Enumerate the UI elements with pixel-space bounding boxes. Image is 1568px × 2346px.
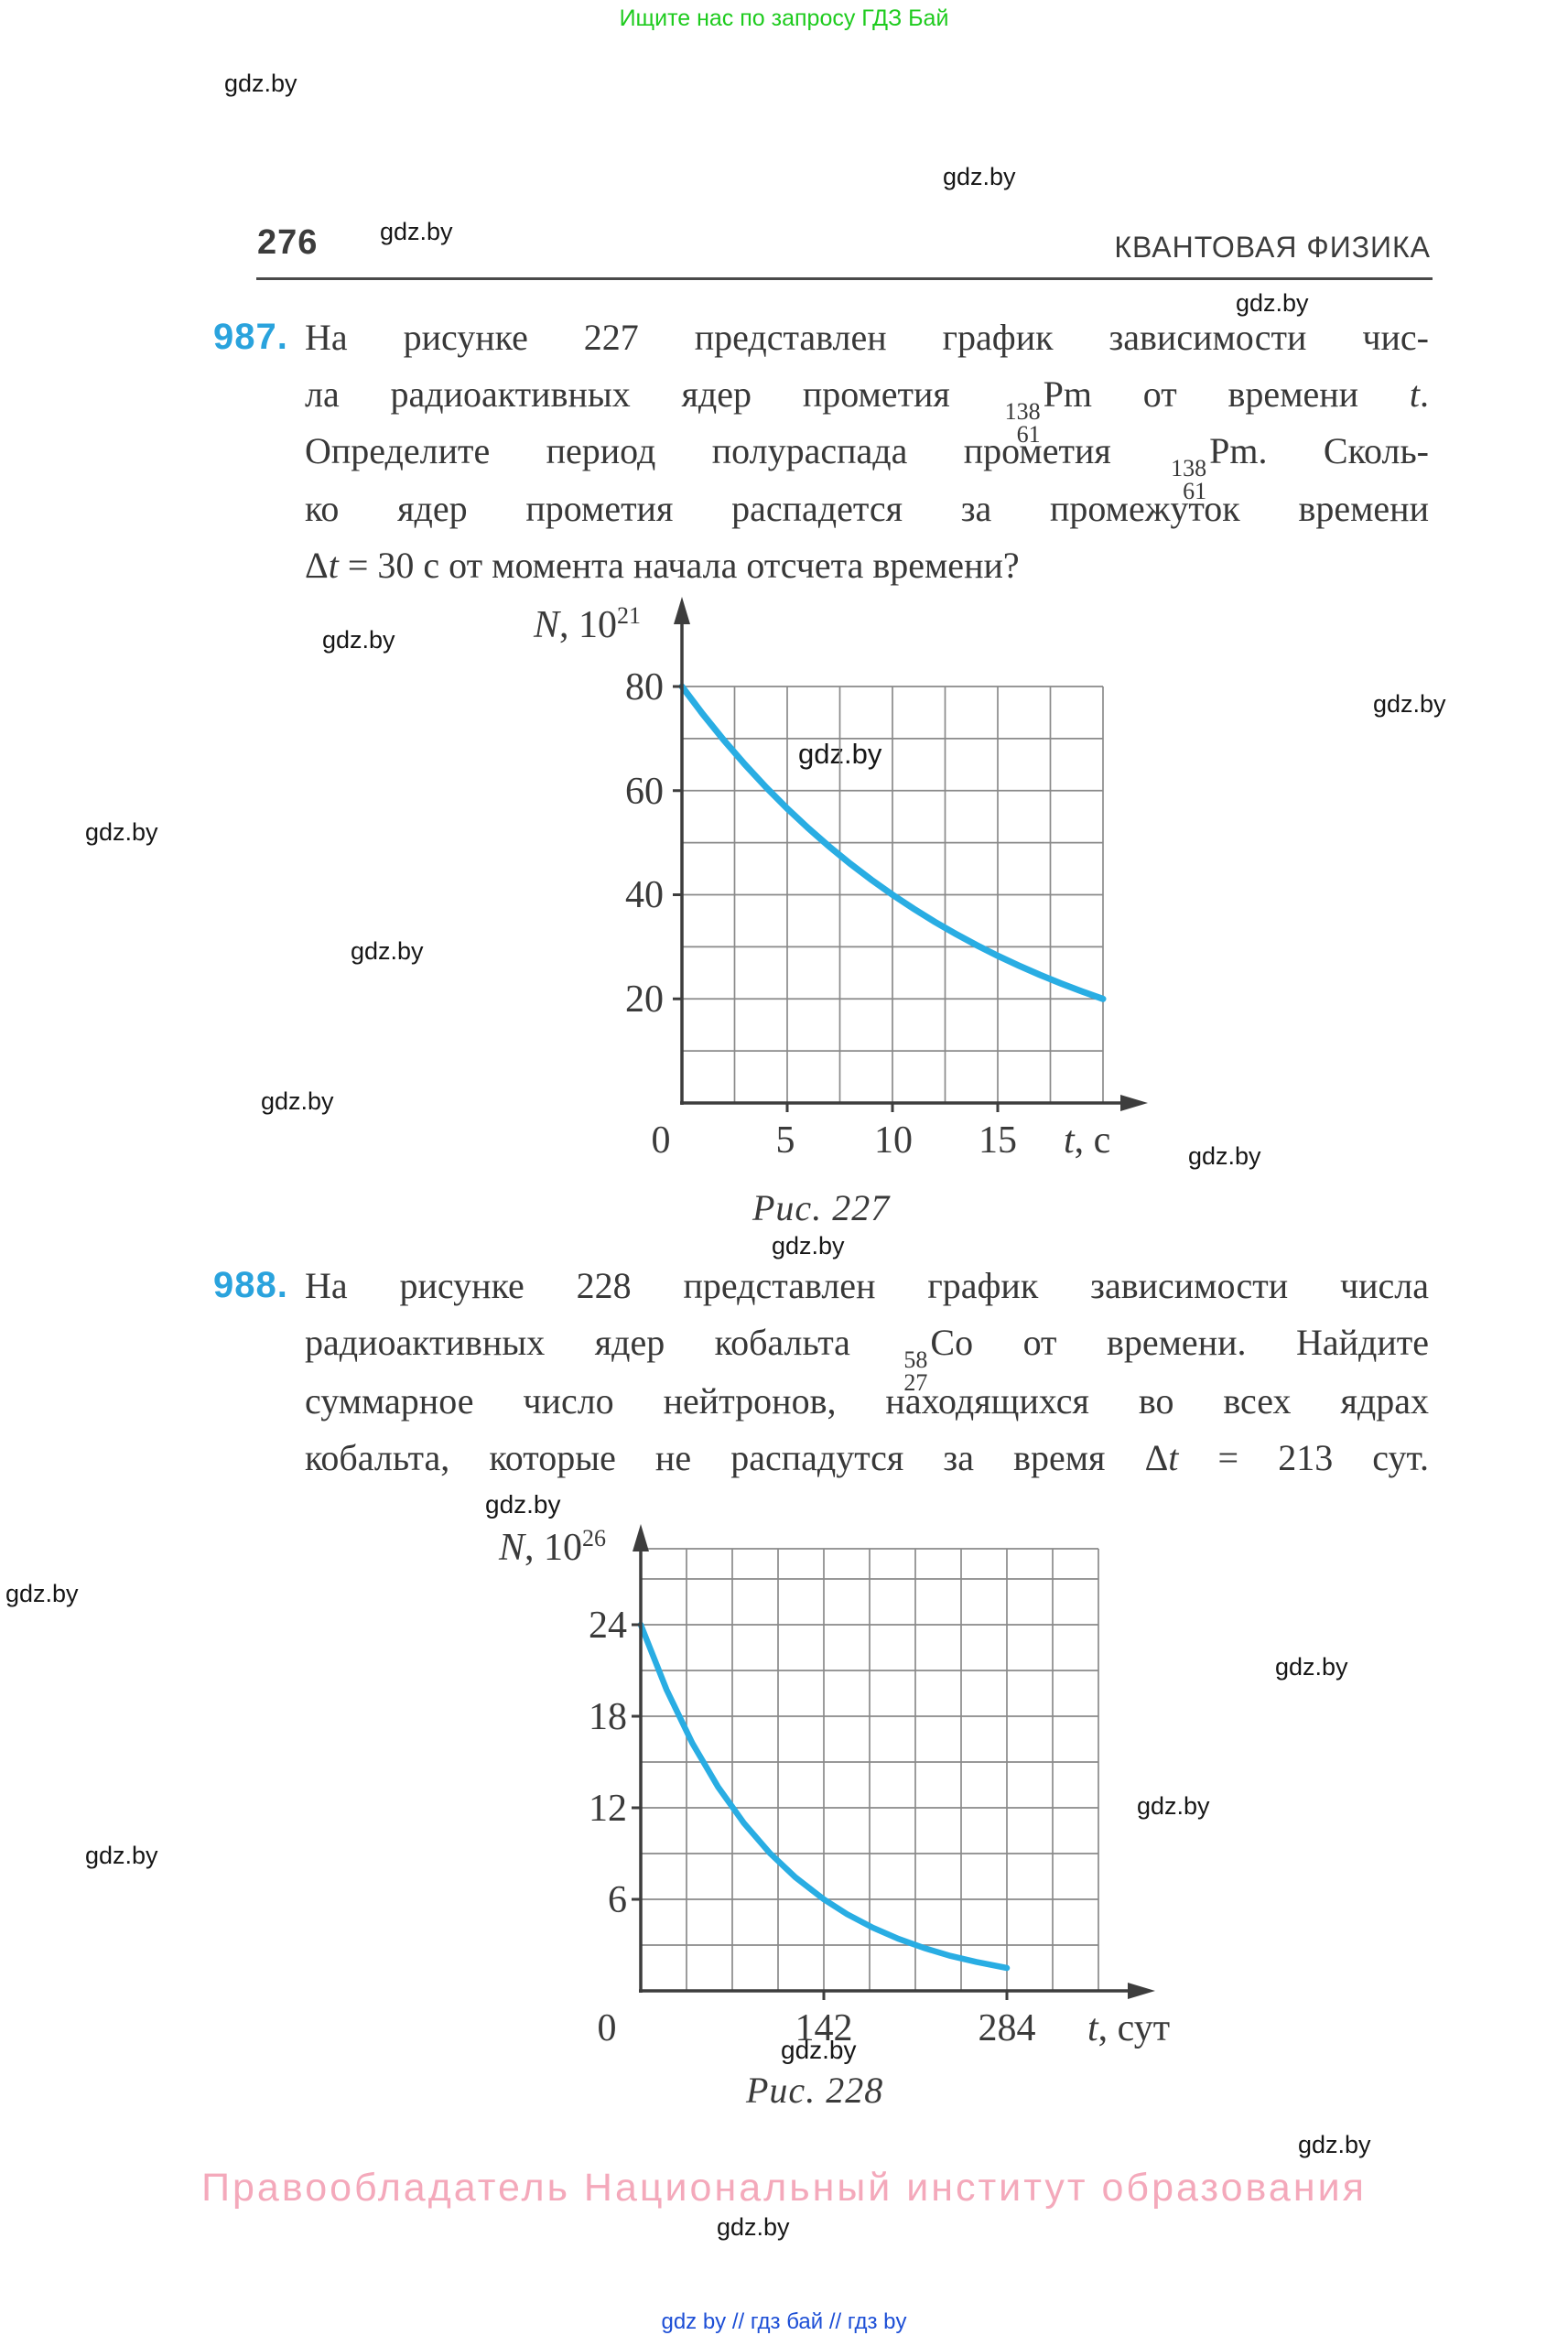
problem-988-line4: кобальта, которые не распадутся за время…: [305, 1437, 1429, 1478]
copyright-line: Правообладатель Национальный институт об…: [201, 2166, 1367, 2210]
y-tick-80: 80: [625, 666, 664, 708]
y-tick-6: 6: [608, 1879, 627, 1921]
gdz-watermark: gdz.by: [322, 626, 395, 654]
header-rule: [256, 277, 1433, 280]
decay-curve-228: [637, 1621, 1011, 1972]
gdz-watermark: gdz.by: [351, 937, 424, 965]
nuclide-co: 58 27 Co: [900, 1322, 974, 1395]
gdz-watermark: gdz.by: [781, 2036, 857, 2064]
y-tick-18: 18: [589, 1696, 627, 1738]
grid-228: [641, 1548, 1099, 1991]
decay-curve-227: [678, 683, 1107, 1002]
y-tick-60: 60: [625, 771, 664, 813]
nuclide-mass: 58: [903, 1346, 928, 1373]
x-axis-label-227: t, с: [1064, 1119, 1111, 1162]
grid-227: [682, 686, 1104, 1103]
figure-227-caption: Рис. 227: [752, 1187, 891, 1228]
nuclide-mass: 138: [1171, 455, 1207, 481]
y-tick-40: 40: [625, 874, 664, 916]
nuclide-pm: 138 61 Pm: [1167, 430, 1259, 503]
problem-987-line5: Δt = 30 с от момента начала отсчета врем…: [305, 545, 1020, 586]
gdz-watermark: gdz.by: [1137, 1792, 1210, 1820]
problem-988-line2: радиоактивных ядер кобальта 58 27 Co от вр…: [305, 1322, 1430, 1396]
problem-988-line1: На рисунке 228 представлен график зависи…: [305, 1265, 1429, 1306]
axes-228: [632, 1524, 1155, 2000]
gdz-watermark: gdz.by: [380, 218, 453, 245]
problem-987-line1: На рисунке 227 представлен график зависи…: [305, 317, 1429, 358]
y-tick-12: 12: [589, 1788, 627, 1830]
gdz-watermark: gdz.by: [943, 163, 1016, 190]
gdz-watermark: gdz.by: [717, 2213, 790, 2241]
problem-988-number: 988.: [213, 1265, 288, 1305]
nuclide-symbol: Co: [930, 1322, 974, 1363]
problem-988-line3: суммарное число нейтронов, находящихся в…: [305, 1380, 1429, 1422]
y-axis-arrow: [633, 1524, 649, 1551]
top-search-note: Ищите нас по запросу ГДЗ Бай: [619, 5, 949, 31]
problem-987-number: 987.: [213, 317, 288, 357]
gdz-watermark: gdz.by: [1298, 2131, 1371, 2158]
gdz-watermark: gdz.by: [85, 818, 158, 846]
axes-227: [673, 597, 1148, 1112]
gdz-watermark: gdz.by: [1275, 1653, 1348, 1681]
gdz-watermark: gdz.by: [224, 70, 297, 97]
y-axis-label-228: N, 1026: [499, 1525, 607, 1569]
gdz-watermark: gdz.by: [485, 1490, 561, 1519]
nuclide-charge: 27: [903, 1369, 928, 1396]
x-tick-284: 284: [978, 2007, 1036, 2049]
problem-987-line4: ко ядер прометия распадется за промежуто…: [305, 488, 1429, 529]
gdz-watermark: gdz.by: [1236, 289, 1309, 317]
nuclide-charge: 61: [1016, 421, 1041, 448]
problem-987-line2: ла радиоактивных ядер прометия 138 61 Pm о…: [305, 373, 1429, 448]
gdz-watermark: gdz.by: [1188, 1142, 1261, 1170]
x-tick-142: 142: [795, 2007, 853, 2049]
gdz-watermark: gdz.by: [261, 1087, 334, 1115]
y-axis-arrow: [674, 597, 690, 624]
x-tick-15: 15: [979, 1119, 1017, 1162]
x-tick-0: 0: [597, 2007, 617, 2049]
gdz-watermark: gdz.by: [1373, 690, 1446, 718]
page-number: 276: [257, 223, 319, 262]
footer-links: gdz by // гдз бай // гдз by: [661, 2309, 907, 2334]
chapter-title: КВАНТОВАЯ ФИЗИКА: [1114, 231, 1431, 264]
x-axis-arrow: [1128, 1983, 1155, 1999]
figure-227-chart: [673, 597, 1148, 1112]
gdz-watermark: gdz.by: [772, 1232, 845, 1259]
gdz-watermark: gdz.by: [85, 1842, 158, 1869]
x-tick-5: 5: [775, 1119, 795, 1162]
gdz-watermark: gdz.by: [5, 1580, 79, 1607]
nuclide-symbol: Pm: [1043, 373, 1092, 415]
figure-228-caption: Рис. 228: [746, 2070, 884, 2111]
x-axis-label-228: t, сут: [1087, 2007, 1171, 2049]
x-tick-10: 10: [874, 1119, 913, 1162]
problem-987-line3: Определите период полураспада прометия 1…: [305, 430, 1429, 504]
figure-228-chart: [632, 1524, 1155, 2000]
y-axis-label-227: N, 1021: [534, 602, 642, 646]
x-tick-0: 0: [651, 1119, 671, 1162]
y-tick-20: 20: [625, 978, 664, 1021]
nuclide-charge: 61: [1183, 478, 1207, 504]
nuclide-mass: 138: [1004, 398, 1041, 425]
nuclide-symbol: Pm: [1209, 430, 1259, 471]
y-tick-24: 24: [589, 1605, 627, 1647]
nuclide-pm: 138 61 Pm: [1001, 373, 1092, 447]
x-axis-arrow: [1120, 1095, 1148, 1111]
